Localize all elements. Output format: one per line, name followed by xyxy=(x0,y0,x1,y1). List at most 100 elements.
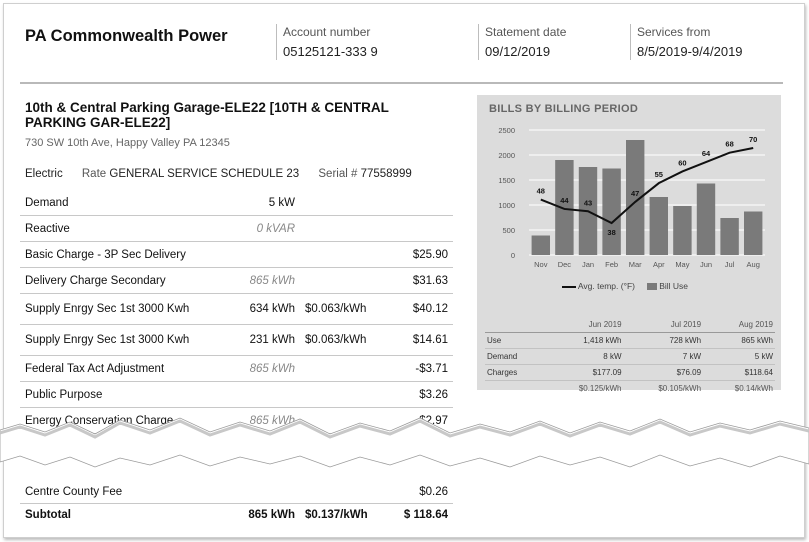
subtotal-kwh: 865 kWh xyxy=(230,503,300,526)
temp-data-label: 38 xyxy=(607,228,615,237)
line-amount: $3.26 xyxy=(375,381,453,408)
table-row: Demand 5 kW xyxy=(20,190,453,216)
line-rate xyxy=(300,381,375,408)
temp-data-label: 64 xyxy=(702,149,711,158)
summary-cell: $0.14/kWh xyxy=(734,384,773,393)
summary-row: $0.125/kWh $0.105/kWh $0.14/kWh xyxy=(485,381,775,397)
summary-cell: 728 kWh xyxy=(623,332,704,349)
temp-data-label: 44 xyxy=(560,196,569,205)
temp-data-label: 60 xyxy=(678,158,686,167)
x-tick-label: Aug xyxy=(747,260,760,269)
header-divider xyxy=(276,24,277,60)
site-title: 10th & Central Parking Garage-ELE22 [10T… xyxy=(25,100,389,130)
legend-line-swatch xyxy=(562,285,576,288)
x-tick-label: Jan xyxy=(582,260,594,269)
line-amount xyxy=(375,215,453,242)
line-desc: Public Purpose xyxy=(20,381,230,408)
subtotal-rate: $0.137/kWh xyxy=(300,503,375,526)
account-number: 05125121-333 9 xyxy=(283,44,378,59)
line-desc: Delivery Charge Secondary xyxy=(20,267,230,294)
summary-cell: $118.64 xyxy=(703,364,775,381)
temp-data-label: 70 xyxy=(749,135,757,144)
summary-row: Demand 8 kW 7 kW 5 kW xyxy=(485,348,775,365)
services-period: 8/5/2019-9/4/2019 xyxy=(637,44,743,59)
torn-paper-edge xyxy=(0,417,809,468)
line-amount: $40.12 xyxy=(375,293,453,325)
serial-label: Serial # xyxy=(318,168,358,180)
usage-chart: 0 500 1000 1500 2000 2500 Nov Dec Jan Feb Mar Apr Ma… xyxy=(498,126,765,269)
line-desc: Basic Charge - 3P Sec Delivery xyxy=(20,241,230,268)
line-amount: -$3.71 xyxy=(375,355,453,382)
table-row: Reactive 0 kVAR xyxy=(20,215,453,242)
summary-cell: 1,418 kWh xyxy=(544,332,624,349)
statement-date: 09/12/2019 xyxy=(485,44,551,59)
summary-cell: 7 kW xyxy=(623,348,704,365)
x-tick-label: Jul xyxy=(725,260,735,269)
services-label: Services from xyxy=(637,25,711,39)
temp-data-label: 47 xyxy=(631,189,639,198)
subtotal-row: Subtotal 865 kWh $0.137/kWh $ 118.64 xyxy=(20,503,453,526)
summary-header-row: Jun 2019 Jul 2019 Aug 2019 xyxy=(485,317,775,333)
line-rate xyxy=(300,267,375,294)
table-row: Centre County Fee $0.26 xyxy=(20,481,453,504)
summary-col-header: Aug 2019 xyxy=(703,317,775,333)
line-rate xyxy=(300,215,375,242)
legend-temp: Avg. temp. (°F) xyxy=(577,281,635,291)
legend-bar-swatch xyxy=(646,283,657,291)
summary-cell: $0.105/kWh xyxy=(658,384,702,393)
summary-cell: 5 kW xyxy=(703,348,775,365)
x-tick-label: May xyxy=(675,260,689,269)
summary-col-header: Jun 2019 xyxy=(544,317,624,333)
subtotal-label: Subtotal xyxy=(20,503,230,526)
subtotal-amount: $ 118.64 xyxy=(375,503,453,526)
table-row: Delivery Charge Secondary 865 kWh $31.63 xyxy=(20,267,453,294)
temp-data-label: 55 xyxy=(655,170,663,179)
x-tick-label: Feb xyxy=(605,260,618,269)
summary-row-label: Use xyxy=(485,332,544,349)
table-row: Supply Enrgy Sec 1st 3000 Kwh 634 kWh $0… xyxy=(20,293,453,325)
header-divider xyxy=(630,24,631,60)
table-row: Supply Enrgy Sec 1st 3000 Kwh 231 kWh $0… xyxy=(20,324,453,356)
header-rule xyxy=(20,82,783,84)
line-desc: Federal Tax Act Adjustment xyxy=(20,355,230,382)
line-qty xyxy=(230,241,300,268)
line-qty: 865 kWh xyxy=(230,267,300,294)
bar xyxy=(720,218,739,255)
y-tick-label: 1500 xyxy=(498,176,515,185)
chart-title: BILLS BY BILLING PERIOD xyxy=(489,103,639,115)
line-desc: Supply Enrgy Sec 1st 3000 Kwh xyxy=(20,293,230,325)
rate-value: GENERAL SERVICE SCHEDULE 23 xyxy=(109,168,300,180)
header-divider xyxy=(478,24,479,60)
site-address: 730 SW 10th Ave, Happy Valley PA 12345 xyxy=(25,137,230,149)
line-rate: $0.063/kWh xyxy=(300,293,375,325)
line-rate xyxy=(300,190,375,216)
centre-fee-label: Centre County Fee xyxy=(20,481,230,504)
centre-fee-amount: $0.26 xyxy=(375,481,453,504)
line-amount: $25.90 xyxy=(375,241,453,268)
y-tick-label: 2000 xyxy=(498,151,515,160)
bar xyxy=(743,211,763,255)
rate-label: Rate xyxy=(81,168,107,180)
line-qty: 0 kVAR xyxy=(230,215,300,242)
chart-legend: Avg. temp. (°F) Bill Use xyxy=(562,281,688,291)
line-rate: $0.063/kWh xyxy=(300,324,375,356)
bar xyxy=(625,140,645,255)
serial-value: 77558999 xyxy=(360,168,412,180)
company-name: PA Commonwealth Power xyxy=(25,27,228,45)
x-tick-label: Dec xyxy=(558,260,572,269)
x-tick-label: Apr xyxy=(653,260,665,269)
summary-row: Charges $177.09 $76.09 $118.64 xyxy=(485,364,775,381)
line-amount xyxy=(375,190,453,216)
summary-cell: $76.09 xyxy=(623,364,704,381)
bar xyxy=(602,168,621,255)
service-type: Electric xyxy=(25,168,63,180)
line-qty xyxy=(230,381,300,408)
summary-cell: $177.09 xyxy=(544,364,624,381)
summary-cell: 8 kW xyxy=(544,348,624,365)
summary-row-label: Demand xyxy=(485,348,544,365)
line-desc: Demand xyxy=(20,190,230,216)
summary-table: Jun 2019 Jul 2019 Aug 2019 Use 1,418 kWh… xyxy=(485,317,775,396)
table-row: Public Purpose $3.26 xyxy=(20,381,453,408)
y-tick-label: 2500 xyxy=(498,126,515,135)
line-qty: 5 kW xyxy=(230,190,300,216)
